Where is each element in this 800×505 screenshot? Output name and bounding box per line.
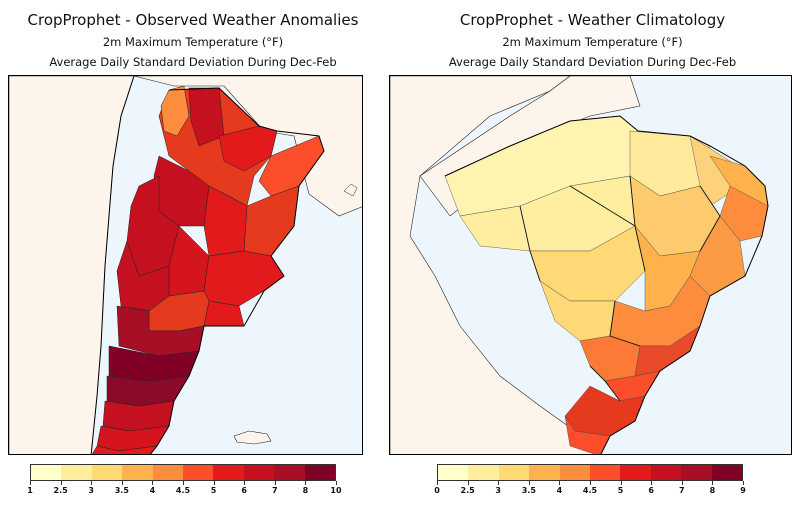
colorbar-tick-mark	[712, 481, 714, 485]
colorbar-tick-mark	[213, 481, 215, 485]
colorbar-tick-label: 4.5	[582, 486, 598, 495]
colorbar-segment	[31, 465, 62, 480]
colorbar-tick-mark	[30, 481, 31, 485]
colorbar-segment	[122, 465, 153, 480]
colorbar-tick-mark	[681, 481, 683, 485]
colorbar-tick-label: 3.5	[521, 486, 536, 495]
colorbar-tick-mark	[274, 481, 276, 485]
colorbar-segment	[91, 465, 123, 480]
colorbar-segment	[620, 465, 651, 480]
colorbar-tick-label: 5	[617, 486, 624, 495]
colorbar-tick-mark	[437, 481, 438, 485]
colorbar-tick-label: 7	[272, 486, 278, 495]
argentina-map-svg	[9, 76, 362, 454]
colorbar-tick-label: 3	[88, 486, 94, 495]
colorbar-tick-mark	[244, 481, 246, 485]
colorbar-tick-mark	[152, 481, 154, 485]
colorbar-segment	[681, 465, 712, 480]
left-title: CropProphet - Observed Weather Anomalies	[27, 11, 359, 29]
colorbar-segment	[650, 465, 682, 480]
colorbar-segment	[304, 465, 336, 480]
colorbar-tick-label: 5	[210, 486, 217, 495]
colorbar-segment	[711, 465, 743, 480]
colorbar-tick-mark	[121, 481, 123, 485]
colorbar-tick-mark	[528, 481, 530, 485]
colorbar-segment	[590, 465, 621, 480]
colorbar-segment	[61, 465, 92, 480]
right-colorbar	[437, 464, 743, 481]
colorbar-tick-label: 4.5	[175, 486, 191, 495]
colorbar-tick-mark	[498, 481, 500, 485]
colorbar-tick-label: 3	[495, 486, 501, 495]
brazil-map-svg	[390, 76, 791, 454]
colorbar-segment	[274, 465, 305, 480]
colorbar-tick-mark	[305, 481, 307, 485]
colorbar-tick-mark	[651, 481, 653, 485]
colorbar-tick-label: 7	[679, 486, 685, 495]
colorbar-segment	[498, 465, 530, 480]
colorbar-tick-mark	[620, 481, 622, 485]
argentina-map	[8, 75, 363, 455]
colorbar-segment	[468, 465, 499, 480]
colorbar-tick-label: 3.5	[114, 486, 129, 495]
colorbar-tick-mark	[743, 481, 744, 485]
colorbar-tick-label: 6	[241, 486, 247, 495]
colorbar-tick-label: 6	[648, 486, 654, 495]
colorbar-tick-label: 2.5	[460, 486, 475, 495]
colorbar-segment	[183, 465, 214, 480]
colorbar-segment	[152, 465, 184, 480]
colorbar-tick-label: 4	[556, 486, 563, 495]
colorbar-tick-label: 0	[434, 486, 440, 495]
left-colorbar	[30, 464, 336, 481]
right-subtitle2: Average Daily Standard Deviation During …	[448, 55, 737, 69]
colorbar-tick-label: 4	[149, 486, 156, 495]
colorbar-tick-mark	[91, 481, 93, 485]
colorbar-tick-label: 2.5	[53, 486, 68, 495]
colorbar-segment	[559, 465, 591, 480]
colorbar-segment	[243, 465, 275, 480]
colorbar-tick-label: 8	[709, 486, 716, 495]
colorbar-segment	[438, 465, 469, 480]
left-subtitle: 2m Maximum Temperature (°F)	[102, 35, 284, 49]
colorbar-tick-label: 8	[302, 486, 309, 495]
colorbar-tick-mark	[183, 481, 184, 485]
colorbar-tick-mark	[559, 481, 561, 485]
colorbar-tick-mark	[336, 481, 337, 485]
colorbar-tick-mark	[467, 481, 469, 485]
colorbar-segment	[529, 465, 560, 480]
colorbar-tick-label: 9	[740, 486, 746, 495]
colorbar-tick-label: 1	[27, 486, 33, 495]
right-subtitle: 2m Maximum Temperature (°F)	[502, 35, 683, 49]
right-title: CropProphet - Weather Climatology	[459, 11, 726, 29]
left-subtitle2: Average Daily Standard Deviation During …	[49, 55, 337, 69]
colorbar-tick-mark	[590, 481, 591, 485]
colorbar-segment	[213, 465, 244, 480]
colorbar-tick-mark	[60, 481, 62, 485]
colorbar-tick-label: 10	[330, 486, 342, 495]
brazil-map	[389, 75, 792, 455]
